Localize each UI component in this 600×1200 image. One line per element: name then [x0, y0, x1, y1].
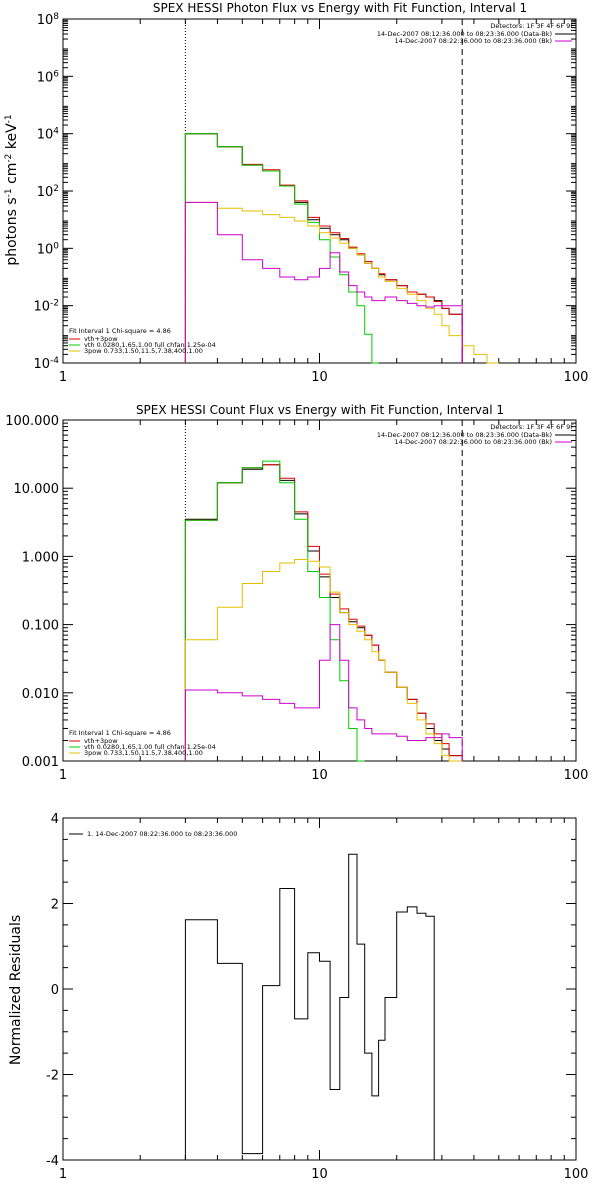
y-tick-label: -4	[46, 1154, 59, 1169]
fit-header: Fit Interval 1 Chi-square = 4.86	[69, 327, 171, 335]
x-tick-label: 10	[311, 768, 328, 783]
y-tick-label: 0	[51, 983, 59, 998]
count-flux-detectors: Detectors: 1F 3F 4F 6F 9F	[490, 423, 574, 431]
count-flux-legend-bottomleft: Fit Interval 1 Chi-square = 4.86 vth+3po…	[69, 729, 216, 757]
y-tick-label: 10-2	[33, 299, 59, 315]
x-tick-label: 100	[564, 768, 589, 783]
x-tick-label: 1	[59, 768, 67, 783]
count-flux-series-bk	[184, 624, 463, 761]
residuals-series-residuals	[184, 853, 435, 1160]
legend-item-residuals: 1. 14-Dec-2007 08:22:36.000 to 08:23:36.…	[87, 830, 237, 838]
legend-item-data-bk: 14-Dec-2007 08:12:36.000 to 08:23:36.000…	[377, 30, 552, 38]
legend-item-3pow: 3pow 0.733,1.50,11.5,7.38,400,1.00	[84, 749, 203, 757]
y-tick-label: 100.000	[5, 414, 59, 429]
residuals-panel: Normalized Residuals 1 10 100 -4 -2 0 2 4 1. 14…	[8, 812, 588, 1182]
legend-item-vth-3pow: vth+3pow	[84, 335, 118, 343]
y-tick-label: 108	[37, 12, 60, 28]
photon-flux-series-vth-3pow	[184, 133, 463, 363]
x-tick-label: 10	[311, 370, 328, 385]
residuals-legend: 1. 14-Dec-2007 08:22:36.000 to 08:23:36.…	[69, 830, 237, 838]
y-tick-label: 100	[37, 241, 60, 257]
y-tick-label: 4	[51, 812, 59, 827]
legend-item-vth: vth 0.0280,1.65,1.00 full chfan 1.25e-04	[84, 743, 216, 751]
photon-flux-title: SPEX HESSI Photon Flux vs Energy with Fi…	[153, 1, 527, 15]
y-tick-label: 104	[37, 127, 60, 143]
y-tick-label: 0.100	[22, 619, 59, 634]
photon-flux-detectors: Detectors: 1F 3F 4F 6F 9F	[490, 22, 574, 30]
y-tick-label: -2	[46, 1069, 59, 1084]
legend-item-vth-3pow: vth+3pow	[84, 737, 118, 745]
count-flux-series-3pow	[184, 559, 463, 762]
y-tick-label: 0.010	[22, 687, 59, 702]
residuals-ylabel: Normalized Residuals	[8, 915, 24, 1065]
photon-flux-series-bk	[184, 201, 463, 363]
count-flux-legend-topright: 14-Dec-2007 08:12:36.000 to 08:23:36.000…	[377, 431, 572, 446]
y-tick-label: 2	[51, 898, 59, 913]
y-tick-label: 1.000	[22, 550, 59, 565]
y-tick-label: 10-4	[33, 356, 59, 372]
legend-item-bk: 14-Dec-2007 08:22:36.000 to 08:23:36.000…	[395, 438, 553, 446]
x-tick-label: 1	[59, 1167, 67, 1182]
y-tick-label: 10.000	[14, 482, 60, 497]
legend-item-data-bk: 14-Dec-2007 08:12:36.000 to 08:23:36.000…	[377, 431, 552, 439]
x-tick-label: 10	[311, 1167, 328, 1182]
count-flux-series-vth-3pow	[184, 464, 463, 761]
legend-item-3pow: 3pow 0.733,1.50,11.5,7.38,400,1.00	[84, 347, 203, 355]
count-flux-series-vth	[184, 460, 365, 762]
x-tick-label: 100	[564, 370, 589, 385]
photon-flux-panel: SPEX HESSI Photon Flux vs Energy with Fi…	[4, 1, 588, 385]
photon-flux-ylabel: photons s-1 cm-2 keV-1	[4, 114, 20, 265]
photon-flux-frame	[62, 18, 577, 364]
photon-flux-series-3pow	[184, 201, 499, 364]
y-tick-label: 106	[37, 69, 60, 85]
legend-item-bk: 14-Dec-2007 08:22:36.000 to 08:23:36.000…	[395, 37, 553, 45]
fit-header: Fit Interval 1 Chi-square = 4.86	[69, 729, 171, 737]
photon-flux-series-data-bk	[184, 133, 463, 363]
photon-flux-series-vth	[184, 133, 379, 364]
legend-item-vth: vth 0.0280,1.65,1.00 full chfan 1.25e-04	[84, 341, 216, 349]
y-tick-label: 102	[37, 184, 59, 200]
count-flux-panel: SPEX HESSI Count Flux vs Energy with Fit…	[5, 403, 588, 783]
count-flux-title: SPEX HESSI Count Flux vs Energy with Fit…	[136, 403, 504, 417]
y-tick-label: 0.001	[22, 755, 59, 770]
photon-flux-legend-bottomleft: Fit Interval 1 Chi-square = 4.86 vth+3po…	[69, 327, 216, 355]
x-tick-label: 1	[59, 370, 67, 385]
photon-flux-legend-topright: 14-Dec-2007 08:12:36.000 to 08:23:36.000…	[377, 30, 572, 45]
x-tick-label: 100	[564, 1167, 589, 1182]
count-flux-series-data-bk	[184, 464, 463, 761]
residuals-frame	[62, 817, 577, 1161]
